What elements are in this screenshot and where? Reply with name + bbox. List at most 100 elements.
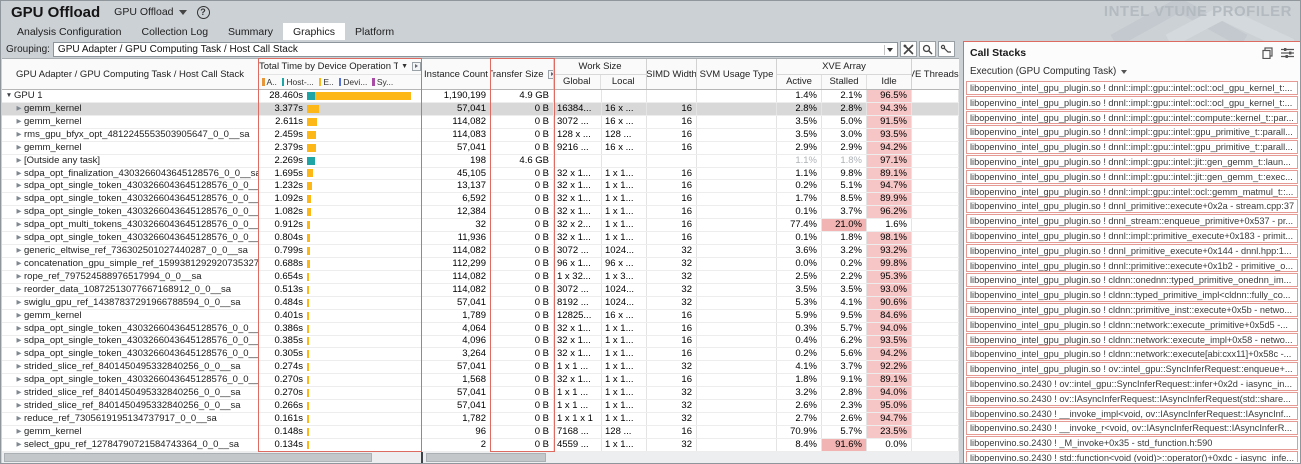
call-stack-frame[interactable]: libopenvino_intel_gpu_plugin.so ! dnnl_p… (966, 199, 1298, 214)
column-header-stalled[interactable]: Stalled (822, 74, 867, 89)
table-row[interactable]: ▶ sdpa_opt_single_token_43032660436451285… (2, 232, 959, 246)
expand-icon[interactable]: ▶ (16, 169, 22, 177)
table-row[interactable]: ▶ reorder_data_10872513077667168912_0_0__… (2, 283, 959, 297)
horizontal-scrollbar[interactable] (2, 452, 959, 463)
table-row[interactable]: ▶ sdpa_opt_finalization_43032660436451285… (2, 167, 959, 181)
table-row[interactable]: ▶ gemm_kernel 2.611s 114,082 0 B 3072 ... 16 x… (2, 115, 959, 129)
tab-summary[interactable]: Summary (228, 26, 273, 38)
tab-collection-log[interactable]: Collection Log (141, 26, 209, 38)
call-stack-frame[interactable]: libopenvino.so.2430 ! __invoke_r<void, o… (966, 421, 1298, 436)
column-header-svm-usage[interactable]: SVM Usage Type (697, 59, 777, 89)
table-row[interactable]: ▶ sdpa_opt_single_token_43032660436451285… (2, 322, 959, 336)
column-header-simd-width[interactable]: SIMD Width (647, 59, 697, 89)
help-icon[interactable]: ? (196, 5, 210, 19)
stack-mode-button[interactable] (937, 41, 955, 57)
expand-icon[interactable]: ▶ (16, 376, 22, 384)
expand-icon[interactable]: ▶ (16, 234, 22, 242)
expand-icon[interactable]: ▶ (16, 363, 22, 371)
column-header-transfer-size[interactable]: Transfer Size (491, 59, 554, 89)
expand-icon[interactable]: ▶ (16, 247, 22, 255)
call-stack-frame[interactable]: libopenvino_intel_gpu_plugin.so ! cldnn:… (966, 347, 1298, 362)
tab-graphics[interactable]: Graphics (282, 23, 345, 40)
customize-grouping-button[interactable] (899, 41, 917, 57)
settings-sliders-icon[interactable] (1281, 47, 1294, 59)
expand-icon[interactable]: ▶ (16, 259, 22, 267)
table-row[interactable]: ▶ strided_slice_ref_8401450495332840256_0… (2, 361, 959, 375)
column-header-global[interactable]: Global (554, 74, 601, 89)
expand-icon[interactable]: ▶ (16, 324, 22, 332)
expand-column-icon[interactable] (412, 61, 421, 71)
table-row[interactable]: ▶ sdpa_opt_single_token_43032660436451285… (2, 180, 959, 194)
expand-icon[interactable]: ▶ (16, 298, 22, 306)
column-header-tree[interactable]: GPU Adapter / GPU Computing Task / Host … (2, 59, 259, 89)
table-row[interactable]: ▶ sdpa_opt_single_token_43032660436451285… (2, 206, 959, 220)
table-row[interactable]: ▶ generic_eltwise_ref_736302501027440287_… (2, 245, 959, 258)
call-stack-frame[interactable]: libopenvino_intel_gpu_plugin.so ! dnnl::… (966, 110, 1298, 125)
table-row[interactable]: ▶ gemm_kernel 0.148s 96 0 B 7168 ... 128 ... 16… (2, 425, 959, 439)
table-row[interactable]: ▶ gemm_kernel 3.377s 57,041 0 B 16384... 16 x … (2, 102, 959, 116)
call-stack-frame[interactable]: libopenvino_intel_gpu_plugin.so ! cldnn:… (966, 317, 1298, 332)
call-stack-frame[interactable]: libopenvino_intel_gpu_plugin.so ! cldnn:… (966, 302, 1298, 317)
call-stack-frame[interactable]: libopenvino_intel_gpu_plugin.so ! dnnl::… (966, 95, 1298, 110)
column-header-idle[interactable]: Idle (881, 76, 897, 88)
expand-icon[interactable]: ▶ (16, 285, 22, 293)
column-header-work-size[interactable]: Work Size Global Local (554, 59, 647, 89)
expand-column-icon[interactable] (547, 69, 553, 79)
column-header-local[interactable]: Local (611, 76, 635, 88)
table-row[interactable]: ▶ sdpa_opt_multi_tokens_43032660436451285… (2, 219, 959, 233)
pane-splitter[interactable] (421, 452, 423, 463)
table-row[interactable]: ▶ strided_slice_ref_8401450495332840256_0… (2, 400, 959, 414)
collapse-icon[interactable]: ▼ (5, 91, 13, 99)
expand-icon[interactable]: ▶ (16, 182, 22, 190)
search-button[interactable] (918, 41, 936, 57)
call-stack-frame[interactable]: libopenvino_intel_gpu_plugin.so ! cldnn:… (966, 288, 1298, 302)
call-stack-mode-selector[interactable]: Execution (GPU Computing Task) (964, 63, 1300, 80)
expand-icon[interactable]: ▶ (16, 208, 22, 216)
expand-icon[interactable]: ▶ (16, 350, 22, 358)
call-stack-frame[interactable]: libopenvino_intel_gpu_plugin.so ! dnnl::… (966, 154, 1298, 169)
expand-icon[interactable]: ▶ (16, 440, 22, 448)
tab-platform[interactable]: Platform (354, 26, 395, 38)
table-row[interactable]: ▼ GPU 1 28.460s 1,190,199 4.9 GB 1.4% 2.1% 96.5… (2, 90, 959, 103)
column-header-total-time[interactable]: Total Time by Device Operation Type ▼ A.… (259, 59, 422, 89)
scrollbar-thumb-right[interactable] (426, 453, 546, 462)
call-stack-frame[interactable]: libopenvino.so.2430 ! std::function<void… (966, 450, 1298, 462)
table-row[interactable]: ▶ rms_gpu_bfyx_opt_4812245553503905647_0_… (2, 128, 959, 142)
column-header-xve-threads[interactable]: XVE Threads O (912, 68, 959, 80)
table-row[interactable]: ▶ concatenation_gpu_simple_ref_1599381292… (2, 257, 959, 271)
expand-icon[interactable]: ▶ (16, 104, 22, 112)
expand-icon[interactable]: ▶ (16, 156, 22, 164)
table-row[interactable]: ▶ strided_slice_ref_8401450495332840256_0… (2, 387, 959, 401)
call-stack-frame[interactable]: libopenvino_intel_gpu_plugin.so ! cldnn:… (966, 273, 1298, 288)
expand-icon[interactable]: ▶ (16, 402, 22, 410)
table-row[interactable]: ▶ sdpa_opt_single_token_43032660436451285… (2, 374, 959, 388)
call-stack-frame[interactable]: libopenvino.so.2430 ! __invoke_impl<void… (966, 406, 1298, 421)
table-row[interactable]: ▶ gemm_kernel 0.401s 1,789 0 B 12825... 16 x .… (2, 309, 959, 323)
expand-icon[interactable]: ▶ (16, 272, 22, 280)
expand-icon[interactable]: ▶ (16, 427, 22, 435)
expand-icon[interactable]: ▶ (16, 415, 22, 423)
expand-icon[interactable]: ▶ (16, 389, 22, 397)
call-stack-frame[interactable]: libopenvino_intel_gpu_plugin.so ! dnnl_p… (966, 243, 1298, 258)
call-stack-frame[interactable]: libopenvino_intel_gpu_plugin.so ! dnnl::… (966, 228, 1298, 243)
table-row[interactable]: ▶ sdpa_opt_single_token_43032660436451285… (2, 193, 959, 207)
table-row[interactable]: ▶ gemm_kernel 2.379s 57,041 0 B 9216 ... 16 x … (2, 141, 959, 155)
column-header-active[interactable]: Active (777, 74, 822, 89)
table-row[interactable]: ▶ sdpa_opt_single_token_43032660436451285… (2, 335, 959, 349)
table-row[interactable]: ▶ select_gpu_ref_12784790721584743364_0_0… (2, 438, 959, 452)
call-stack-frame[interactable]: libopenvino_intel_gpu_plugin.so ! ov::in… (966, 362, 1298, 376)
expand-icon[interactable]: ▶ (16, 117, 22, 125)
expand-icon[interactable]: ▶ (16, 311, 22, 319)
call-stack-frame[interactable]: libopenvino_intel_gpu_plugin.so ! cldnn:… (966, 332, 1298, 347)
call-stack-frame[interactable]: libopenvino_intel_gpu_plugin.so ! dnnl::… (966, 184, 1298, 199)
expand-icon[interactable]: ▶ (16, 195, 22, 203)
call-stack-frame[interactable]: libopenvino.so.2430 ! ov::intel_gpu::Syn… (966, 376, 1298, 391)
analysis-type-selector[interactable]: GPU Offload (114, 6, 187, 18)
table-row[interactable]: ▶ [Outside any task] 2.269s 198 4.6 GB 1.1% 1.… (2, 154, 959, 168)
copy-icon[interactable] (1262, 46, 1273, 59)
table-row[interactable]: ▶ swiglu_gpu_ref_14387837291966788594_0_0… (2, 296, 959, 310)
table-row[interactable]: ▶ sdpa_opt_single_token_43032660436451285… (2, 348, 959, 362)
call-stack-frame[interactable]: libopenvino_intel_gpu_plugin.so ! dnnl::… (966, 140, 1298, 154)
column-header-instance-count[interactable]: Instance Count (422, 59, 491, 89)
call-stack-frame[interactable]: libopenvino_intel_gpu_plugin.so ! dnnl::… (966, 125, 1298, 140)
